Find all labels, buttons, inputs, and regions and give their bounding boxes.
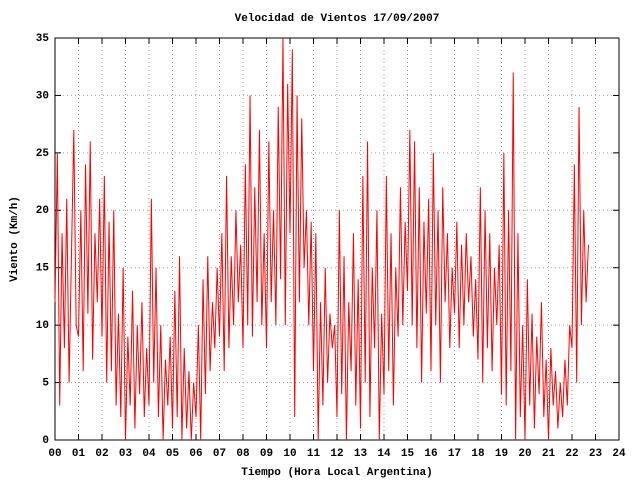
x-tick-label: 10	[283, 448, 296, 460]
x-tick-label: 00	[48, 448, 61, 460]
y-tick-label: 35	[36, 33, 50, 45]
x-tick-label: 07	[213, 448, 226, 460]
x-tick-label: 19	[495, 448, 508, 460]
x-tick-label: 04	[142, 448, 156, 460]
x-tick-label: 21	[542, 448, 556, 460]
x-tick-label: 08	[236, 448, 250, 460]
x-tick-label: 05	[166, 448, 180, 460]
x-tick-label: 09	[260, 448, 273, 460]
x-tick-label: 06	[189, 448, 202, 460]
y-tick-label: 0	[42, 435, 49, 447]
x-tick-label: 24	[612, 448, 626, 460]
x-tick-label: 03	[119, 448, 133, 460]
y-tick-label: 10	[36, 320, 49, 332]
y-tick-label: 20	[36, 205, 49, 217]
x-tick-label: 13	[354, 448, 368, 460]
x-tick-label: 20	[518, 448, 531, 460]
x-axis-label: Tiempo (Hora Local Argentina)	[241, 467, 432, 479]
x-tick-label: 16	[424, 448, 437, 460]
x-tick-label: 01	[72, 448, 86, 460]
y-tick-label: 30	[36, 90, 49, 102]
x-tick-label: 15	[401, 448, 415, 460]
x-tick-label: 22	[565, 448, 578, 460]
x-tick-label: 14	[377, 448, 391, 460]
y-tick-label: 5	[42, 377, 49, 389]
y-tick-label: 15	[36, 263, 50, 275]
x-tick-label: 18	[471, 448, 485, 460]
wind-line	[54, 37, 589, 441]
x-tick-label: 17	[448, 448, 461, 460]
chart-title: Velocidad de Vientos 17/09/2007	[235, 13, 440, 25]
y-tick-label: 25	[36, 148, 50, 160]
x-tick-label: 12	[330, 448, 343, 460]
x-tick-label: 02	[95, 448, 108, 460]
plot-frame	[54, 37, 620, 441]
y-axis-label: Viento (Km/h)	[9, 196, 21, 282]
x-tick-label: 23	[589, 448, 603, 460]
x-tick-label: 11	[307, 448, 321, 460]
